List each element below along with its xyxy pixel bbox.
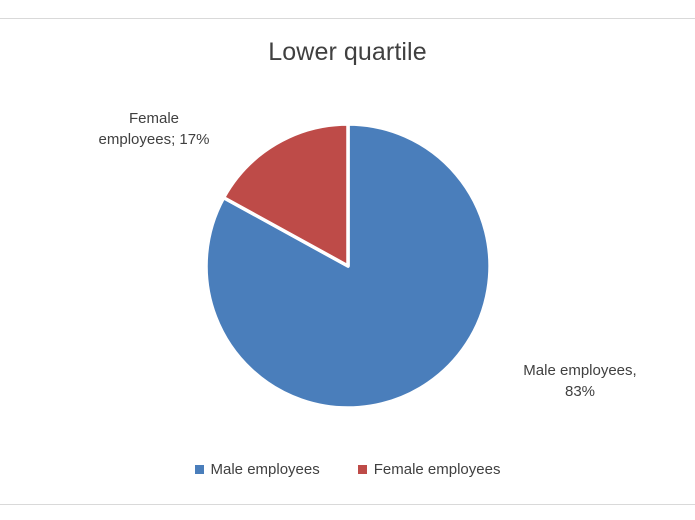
chart-title: Lower quartile <box>268 38 427 66</box>
chart-legend: Male employees Female employees <box>0 461 695 478</box>
legend-item-male-employees[interactable]: Male employees <box>194 461 320 478</box>
legend-swatch-icon-female <box>357 465 367 474</box>
data-label-female-employees: Female employees; 17% <box>98 110 210 148</box>
frame-top-rule <box>0 18 695 19</box>
legend-item-female-employees[interactable]: Female employees <box>357 461 501 478</box>
data-label-male-employees: Male employees, 83% <box>523 362 637 400</box>
pie-slice-female-employees[interactable] <box>221 122 350 268</box>
frame-bottom-rule <box>0 504 695 505</box>
legend-label-female-employees: Female employees <box>373 461 501 478</box>
legend-label-male-employees: Male employees <box>210 461 320 478</box>
legend-swatch-icon-male <box>194 465 204 474</box>
